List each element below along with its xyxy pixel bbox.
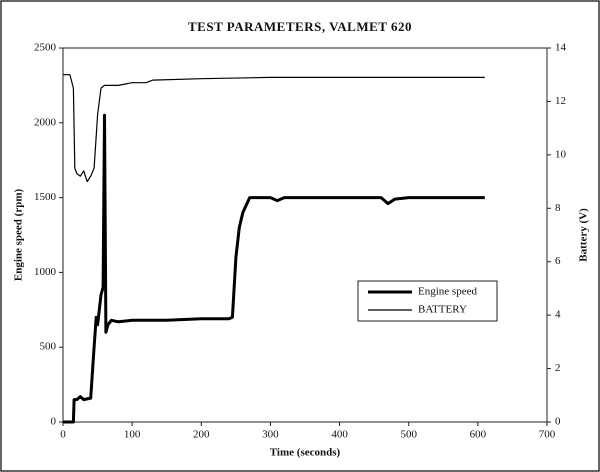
x-tick-label: 400	[331, 429, 348, 441]
y2-tick-label: 0	[555, 416, 561, 428]
y-tick-label: 500	[40, 341, 57, 353]
y2-tick-label: 12	[555, 95, 566, 107]
y-axis-label: Engine speed (rpm)	[13, 189, 25, 282]
x-axis-label: Time (seconds)	[270, 447, 341, 459]
chart-title: TEST PARAMETERS, VALMET 620	[188, 19, 412, 34]
x-tick-label: 0	[60, 429, 66, 441]
y-tick-label: 1500	[34, 191, 57, 203]
y-tick-label: 1000	[34, 266, 57, 278]
y-tick-label: 2500	[34, 42, 57, 54]
series-line	[63, 74, 485, 183]
x-tick-label: 300	[262, 429, 279, 441]
y-tick-label: 2000	[34, 116, 57, 128]
x-tick-label: 100	[124, 429, 141, 441]
y2-tick-label: 6	[555, 255, 561, 267]
y2-tick-label: 8	[555, 202, 561, 214]
y-tick-label: 0	[51, 416, 57, 428]
legend-box	[357, 280, 498, 322]
x-tick-label: 500	[400, 429, 417, 441]
series-line	[63, 113, 485, 424]
y2-tick-label: 14	[555, 42, 567, 54]
x-tick-label: 700	[539, 429, 556, 441]
x-tick-label: 600	[470, 429, 487, 441]
y2-tick-label: 2	[555, 362, 561, 374]
y2-tick-label: 4	[555, 309, 561, 321]
plot-frame	[62, 47, 548, 423]
legend-label: Engine speed	[418, 286, 477, 298]
y2-axis-label: Battery (V)	[578, 208, 590, 262]
x-tick-label: 200	[193, 429, 210, 441]
legend-label: BATTERY	[418, 304, 467, 316]
y2-tick-label: 10	[555, 148, 567, 160]
